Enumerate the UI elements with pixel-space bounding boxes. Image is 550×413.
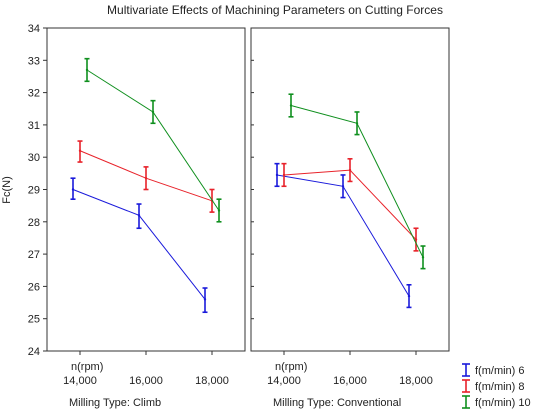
y-tick-label: 30 (28, 152, 40, 164)
error-bar (150, 99, 156, 125)
series-3 (288, 93, 426, 270)
data-point (289, 104, 293, 107)
legend: f(m/min) 6 f(m/min) 8 f(m/min) 10 (462, 363, 531, 409)
panel-label: Milling Type: Climb (69, 397, 161, 409)
data-point (78, 149, 82, 152)
y-tick-label: 24 (28, 346, 40, 358)
data-point (85, 68, 89, 72)
data-point (355, 122, 359, 125)
error-bar (84, 57, 90, 83)
x-tick-label: 14,000 (267, 375, 301, 387)
x-axis-title: n(rpm) (275, 361, 307, 373)
y-tick-label: 29 (28, 185, 40, 197)
x-tick-label: 18,000 (195, 375, 229, 387)
error-bar (354, 111, 360, 136)
y-tick-label: 26 (28, 281, 40, 293)
data-point (137, 214, 141, 217)
y-tick-label: 31 (28, 120, 40, 132)
error-bar (288, 93, 294, 118)
panel-2: 14,000 16,000 18,000 n(rpm) Milling Type: Co… (250, 27, 450, 409)
chart-title: Multivariate Effects of Machining Parame… (107, 3, 443, 17)
panel-label: Milling Type: Conventional (273, 397, 401, 409)
y-tick-label: 33 (28, 55, 40, 67)
legend-entry-1: f(m/min) 6 (462, 363, 525, 377)
error-bar (136, 203, 142, 230)
legend-entry-3: f(m/min) 10 (462, 395, 531, 409)
error-bar (347, 158, 353, 183)
data-point (421, 256, 425, 259)
y-tick-label: 34 (28, 23, 40, 35)
panel-1: 24 25 26 27 28 29 30 31 32 33 34 14,000 16,000 18,000… (28, 23, 246, 409)
x-tick-label: 14,000 (63, 375, 97, 387)
data-point (282, 173, 286, 177)
data-point (71, 188, 75, 191)
data-point (407, 294, 411, 298)
error-bar (420, 245, 426, 270)
series-1 (274, 162, 412, 309)
x-tick-label: 18,000 (399, 375, 433, 387)
legend-label: f(m/min) 10 (475, 397, 531, 409)
error-bar (340, 174, 346, 199)
y-axis-label: Fc(N) (1, 176, 13, 204)
data-point (144, 176, 148, 180)
y-tick-label: 27 (28, 249, 40, 261)
data-point (151, 110, 155, 114)
data-point (414, 238, 418, 241)
error-bar (281, 162, 287, 188)
data-point (217, 209, 221, 212)
x-axis-title: n(rpm) (71, 361, 103, 373)
error-bar (216, 198, 222, 223)
y-tick-label: 28 (28, 217, 40, 229)
x-tick-label: 16,000 (333, 375, 367, 387)
data-point (348, 168, 352, 172)
x-tick-label: 16,000 (129, 375, 163, 387)
plot-area: 24 25 26 27 28 29 30 31 32 33 34 14,000 16,000 18,000… (28, 23, 450, 409)
data-point (341, 185, 345, 188)
series-1 (70, 177, 208, 314)
error-bar (413, 227, 419, 252)
error-bar (406, 283, 412, 309)
legend-label: f(m/min) 6 (475, 365, 525, 377)
error-bar (143, 166, 149, 191)
error-bar (202, 287, 208, 314)
data-point (203, 298, 207, 301)
series-2 (281, 158, 419, 252)
panel-frame (250, 27, 450, 352)
legend-entry-2: f(m/min) 8 (462, 379, 525, 393)
error-bar (77, 140, 83, 163)
legend-label: f(m/min) 8 (475, 381, 525, 393)
y-tick-label: 32 (28, 88, 40, 100)
series-3 (84, 57, 222, 223)
error-bar (70, 177, 76, 200)
data-point (275, 173, 279, 177)
error-bar (274, 162, 280, 188)
y-tick-label: 25 (28, 314, 40, 326)
